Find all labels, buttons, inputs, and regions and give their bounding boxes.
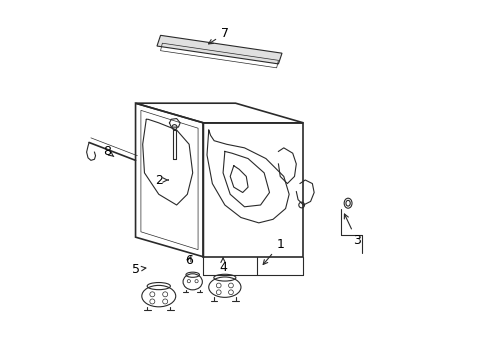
Text: 8: 8 [103,145,114,158]
Text: 3: 3 [344,214,360,247]
Text: 6: 6 [185,254,193,267]
Text: 7: 7 [208,27,228,44]
Polygon shape [157,35,282,64]
Text: 5: 5 [131,263,145,276]
Text: 1: 1 [263,238,284,265]
Text: 2: 2 [155,174,168,186]
Text: 4: 4 [219,258,226,274]
